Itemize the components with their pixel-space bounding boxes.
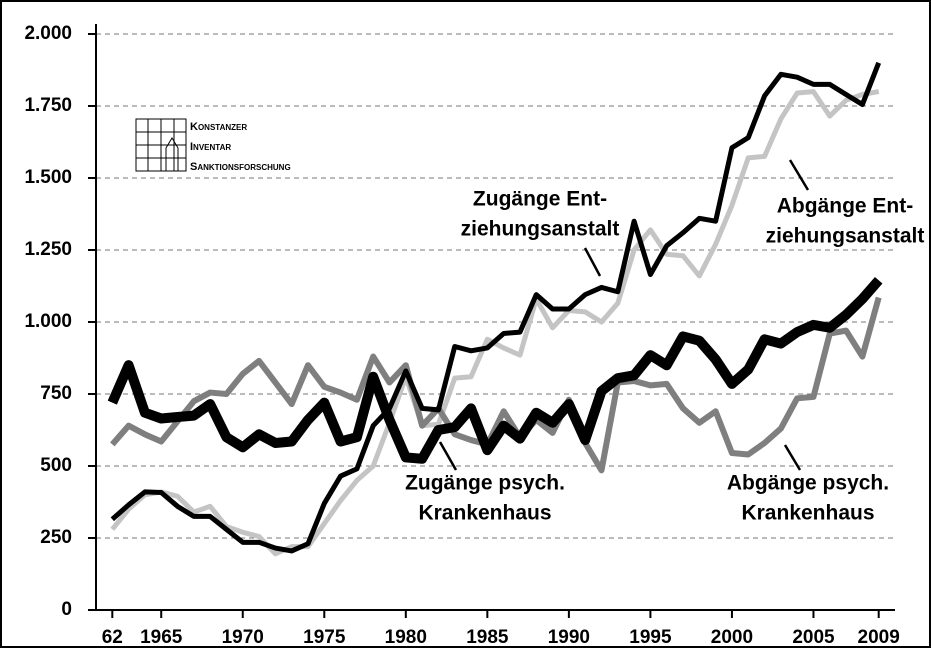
annotation: Krankenhaus	[741, 502, 874, 525]
series-line	[110, 296, 882, 474]
y-tick-label: 0	[61, 599, 72, 620]
x-tick-label: 2009	[858, 627, 900, 648]
annotation-leader	[438, 441, 458, 471]
logo-text: Inventar	[190, 141, 231, 153]
x-tick-label: 1985	[466, 627, 509, 648]
x-tick-label: 2000	[711, 627, 753, 648]
y-tick-label: 750	[40, 383, 72, 404]
y-tick-label: 1.500	[24, 167, 72, 188]
annotation-leader	[783, 444, 802, 471]
logo-text: Sanktionsforschung	[190, 161, 291, 173]
x-tick-label: 1990	[548, 627, 590, 648]
annotation-leader	[583, 247, 602, 277]
series-line	[107, 276, 883, 464]
logo-icon	[135, 118, 187, 172]
y-tick-label: 2.000	[24, 23, 72, 44]
annotation: Abgänge psych.	[727, 472, 889, 495]
y-tick-label: 500	[40, 455, 72, 476]
logo-text: Konstanzer	[190, 121, 247, 133]
series-line	[110, 61, 882, 554]
annotation: Zugänge psych.	[405, 472, 565, 495]
x-tick-label: 1965	[140, 627, 183, 648]
annotation: Krankenhaus	[418, 502, 551, 525]
x-tick-label: 1975	[303, 627, 346, 648]
annotation: ziehungsanstalt	[461, 218, 620, 241]
annotation-leader	[788, 159, 810, 191]
y-tick-label: 250	[40, 527, 72, 548]
x-tick-label: 1980	[385, 627, 427, 648]
annotation: Abgänge Ent-	[777, 195, 914, 218]
x-tick-label: 1970	[222, 627, 264, 648]
x-tick-label: 62	[102, 627, 123, 648]
x-tick-label: 1995	[629, 627, 672, 648]
annotation: Zugänge Ent-	[473, 188, 607, 211]
x-tick-label: 2005	[792, 627, 835, 648]
y-tick-label: 1.750	[24, 95, 72, 116]
annotation: ziehungsanstalt	[766, 225, 925, 248]
y-tick-label: 1.250	[24, 239, 72, 260]
y-tick-label: 1.000	[24, 311, 72, 332]
